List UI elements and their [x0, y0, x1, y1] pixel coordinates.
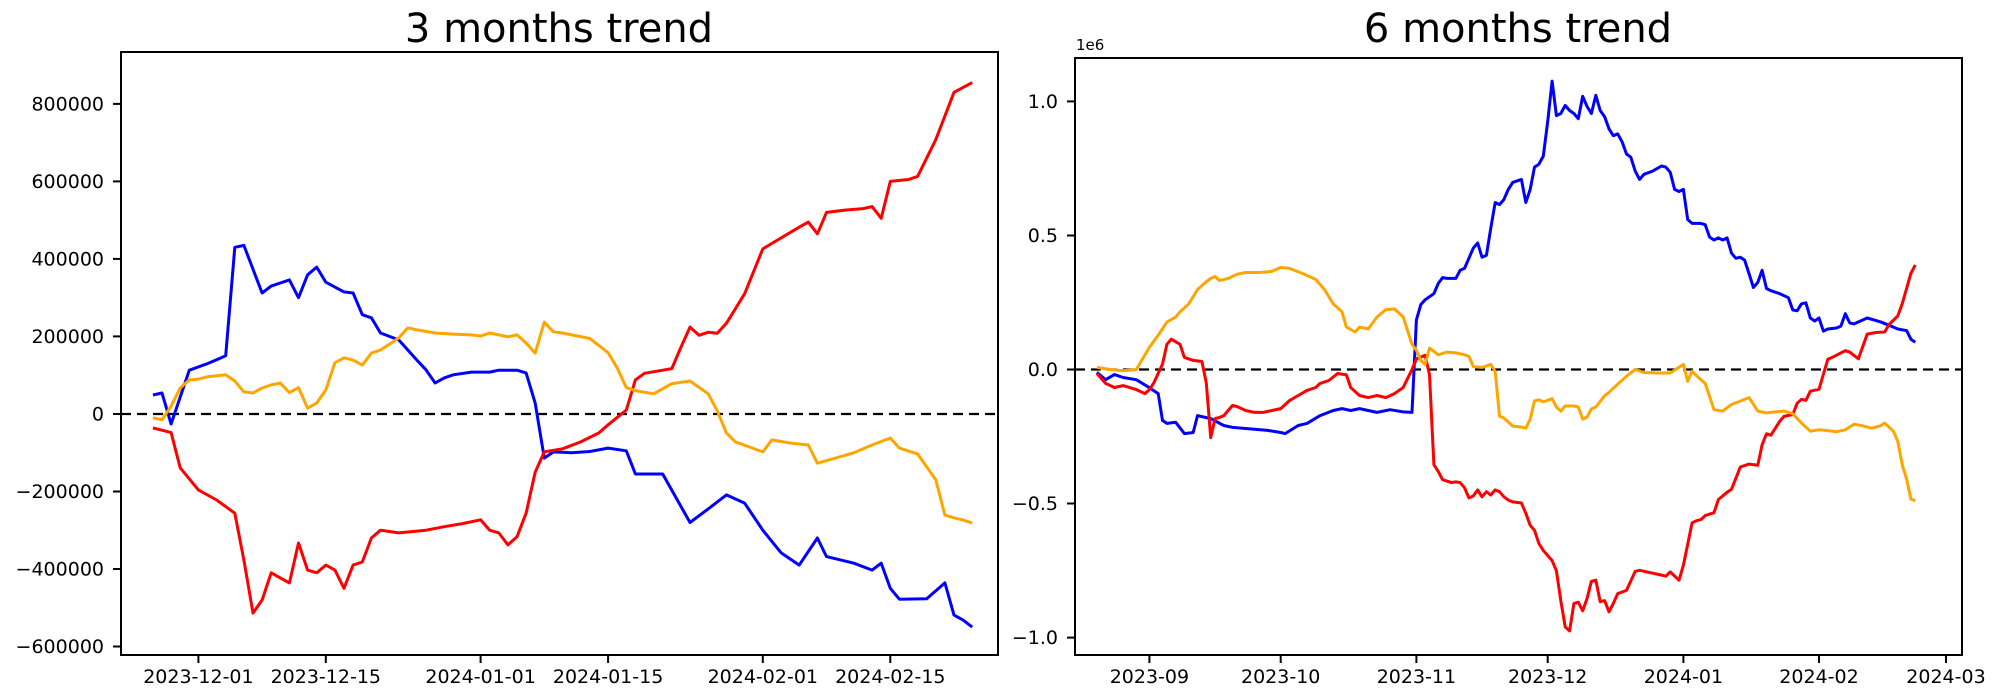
series-orange [1096, 265, 1916, 503]
x-tick-label: 2023-09 [1110, 666, 1189, 688]
chart-title-3-months: 3 months trend [404, 6, 714, 52]
x-tick-label: 2024-01-15 [553, 666, 663, 688]
y-tick-label: 400000 [31, 248, 104, 270]
y-tick-label: −400000 [16, 559, 104, 581]
x-tick-label: 2024-03 [1906, 666, 1985, 688]
x-tick-label: 2024-02-15 [835, 666, 945, 688]
y-tick-label: 0.5 [1028, 225, 1058, 247]
y-tick-label: −1.0 [1012, 627, 1058, 649]
series-red [152, 81, 973, 615]
x-tick-label: 2024-02 [1779, 666, 1858, 688]
x-tick-label: 2023-12 [1508, 666, 1587, 688]
x-tick-label: 2024-01 [1644, 666, 1723, 688]
plot-border [120, 51, 999, 656]
chart-3-months: 800000 600000 400000 200000 0 −200000 −400000 −… [16, 51, 999, 688]
chart-6-months: 1.0 0.5 0.0 −0.5 −1.0 2023-09 2023-10 2023-11 20… [1012, 57, 1986, 688]
series-blue [152, 243, 974, 629]
y-tick-label: 200000 [31, 326, 104, 348]
y-tick-label: −200000 [16, 481, 104, 503]
y-tick-label: 800000 [31, 93, 104, 115]
y-tick-label: 0 [92, 404, 104, 426]
series-orange [152, 320, 973, 525]
y-tick-label: −0.5 [1012, 493, 1058, 515]
series-blue [1095, 79, 1917, 436]
y-tick-label: 600000 [31, 171, 104, 193]
series-red [1095, 264, 1917, 633]
x-tick-label: 2023-12-15 [271, 666, 381, 688]
plot-border [1074, 57, 1963, 656]
x-tick-label: 2023-10 [1241, 666, 1320, 688]
x-tick-label: 2024-02-01 [708, 666, 818, 688]
y-tick-label: 0.0 [1028, 359, 1058, 381]
y-tick-label: 1.0 [1028, 91, 1058, 113]
chart-title-6-months: 6 months trend [1363, 6, 1673, 52]
x-tick-label: 2023-12-01 [143, 666, 253, 688]
y-axis-offset-label: 1e6 [1076, 36, 1105, 54]
y-tick-label: −600000 [16, 636, 104, 658]
x-tick-label: 2024-01-01 [425, 666, 535, 688]
x-tick-label: 2023-11 [1377, 666, 1456, 688]
